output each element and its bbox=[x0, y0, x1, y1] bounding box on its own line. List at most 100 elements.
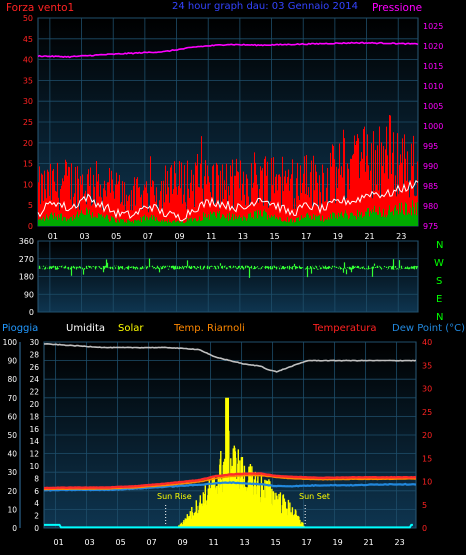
x-tick-label: 07 bbox=[143, 232, 153, 241]
temp-humidity-axes: 0102030405060708090100024681012141618202… bbox=[3, 338, 433, 547]
compass-letter-w: W bbox=[434, 258, 444, 269]
temp-riarnoli-label: Temp. Riarnoli bbox=[173, 323, 245, 334]
y-right-tick-label: 985 bbox=[423, 182, 438, 191]
x-tick-label: 01 bbox=[54, 538, 64, 547]
sun-rise-label: Sun Rise bbox=[157, 492, 192, 501]
y-direction-tick-label: 0 bbox=[29, 308, 34, 317]
y-humidity-tick-label: 60 bbox=[7, 412, 17, 421]
x-tick-label: 01 bbox=[48, 232, 58, 241]
y-temp-tick-label: 20 bbox=[422, 431, 432, 440]
y-temp-tick-label: 30 bbox=[422, 385, 432, 394]
humidity-label: Umidita bbox=[66, 323, 105, 334]
y-direction-tick-label: 270 bbox=[19, 255, 34, 264]
y-left-tick-label: 15 bbox=[23, 160, 33, 169]
x-tick-label: 21 bbox=[364, 232, 374, 241]
y-left-tick-label: 25 bbox=[23, 118, 33, 127]
wind-base-bars bbox=[38, 200, 418, 226]
y-right-tick-label: 995 bbox=[423, 142, 438, 151]
compass-letter-n-top: N bbox=[436, 240, 443, 251]
y-rain-tick-label: 0 bbox=[34, 524, 39, 533]
wind-average-line bbox=[37, 180, 419, 222]
temperature-line bbox=[44, 472, 417, 490]
y-rain-tick-label: 2 bbox=[34, 512, 39, 521]
y-rain-tick-label: 18 bbox=[29, 412, 39, 421]
x-tick-label: 15 bbox=[271, 538, 281, 547]
compass-letter-s: S bbox=[436, 276, 442, 287]
y-right-tick-label: 1000 bbox=[423, 122, 443, 131]
y-left-tick-label: 40 bbox=[23, 56, 33, 65]
y-left-tick-label: 10 bbox=[23, 180, 33, 189]
y-humidity-tick-label: 10 bbox=[7, 505, 17, 514]
y-temp-tick-label: 0 bbox=[422, 524, 427, 533]
wind-speed-label: Forza vento1 bbox=[6, 2, 74, 14]
y-rain-tick-label: 4 bbox=[34, 499, 39, 508]
y-temp-tick-label: 40 bbox=[422, 338, 432, 347]
wind-pressure-axes: 0510152025303540455097598098599099510001… bbox=[23, 14, 444, 241]
y-right-tick-label: 990 bbox=[423, 162, 438, 171]
y-humidity-tick-label: 80 bbox=[7, 375, 17, 384]
wind-direction-grid bbox=[38, 240, 418, 313]
x-tick-label: 13 bbox=[238, 232, 248, 241]
humidity-line bbox=[43, 342, 417, 373]
y-rain-tick-label: 26 bbox=[29, 363, 39, 372]
y-rain-tick-label: 24 bbox=[29, 375, 39, 384]
sun-set-label: Sun Set bbox=[299, 492, 330, 501]
y-left-tick-label: 5 bbox=[28, 201, 33, 210]
y-left-tick-label: 20 bbox=[23, 139, 33, 148]
rain-label: Pioggia bbox=[2, 323, 38, 334]
y-temp-tick-label: 10 bbox=[422, 478, 432, 487]
x-tick-label: 05 bbox=[111, 232, 121, 241]
solar-label: Solar bbox=[118, 323, 144, 334]
pressure-line bbox=[37, 41, 419, 59]
solar-radiation-area bbox=[175, 397, 307, 528]
y-humidity-tick-label: 90 bbox=[7, 357, 17, 366]
compass-letter-e: E bbox=[436, 294, 442, 305]
dew-point-label: Dew Point (°C) bbox=[392, 323, 465, 334]
temperature-label: Temperatura bbox=[312, 323, 377, 334]
y-humidity-tick-label: 70 bbox=[7, 394, 17, 403]
x-tick-label: 05 bbox=[116, 538, 126, 547]
y-humidity-tick-label: 40 bbox=[7, 450, 17, 459]
x-tick-label: 21 bbox=[364, 538, 374, 547]
y-rain-tick-label: 30 bbox=[29, 338, 39, 347]
x-tick-label: 19 bbox=[333, 232, 343, 241]
x-tick-label: 13 bbox=[240, 538, 250, 547]
y-left-tick-label: 45 bbox=[23, 35, 33, 44]
y-right-tick-label: 980 bbox=[423, 202, 438, 211]
y-right-tick-label: 1010 bbox=[423, 82, 443, 91]
y-right-tick-label: 1005 bbox=[423, 102, 443, 111]
y-right-tick-label: 1020 bbox=[423, 42, 443, 51]
x-tick-label: 09 bbox=[178, 538, 188, 547]
y-rain-tick-label: 14 bbox=[29, 437, 39, 446]
x-tick-label: 23 bbox=[396, 232, 406, 241]
y-left-tick-label: 35 bbox=[23, 76, 33, 85]
y-left-tick-label: 0 bbox=[28, 222, 33, 231]
x-tick-label: 17 bbox=[301, 232, 311, 241]
y-temp-tick-label: 15 bbox=[422, 454, 432, 463]
y-humidity-tick-label: 30 bbox=[7, 468, 17, 477]
rain-line bbox=[44, 523, 413, 529]
pressure-label: Pressione bbox=[372, 2, 422, 14]
y-rain-tick-label: 28 bbox=[29, 350, 39, 359]
y-rain-tick-label: 16 bbox=[29, 425, 39, 434]
x-tick-label: 17 bbox=[302, 538, 312, 547]
x-tick-label: 07 bbox=[147, 538, 157, 547]
x-tick-label: 03 bbox=[85, 538, 95, 547]
temp-riarnoli-line bbox=[43, 474, 417, 491]
y-right-tick-label: 1025 bbox=[423, 22, 443, 31]
compass-letter-n-bottom: N bbox=[436, 312, 443, 323]
y-right-tick-label: 1015 bbox=[423, 62, 443, 71]
x-tick-label: 23 bbox=[395, 538, 405, 547]
y-humidity-tick-label: 50 bbox=[7, 431, 17, 440]
y-left-tick-label: 30 bbox=[23, 97, 33, 106]
y-direction-tick-label: 360 bbox=[19, 237, 34, 246]
y-direction-tick-label: 180 bbox=[19, 273, 34, 282]
wind-direction-axes: 0 90 180 270 360 bbox=[19, 237, 34, 317]
x-tick-label: 19 bbox=[333, 538, 343, 547]
y-humidity-tick-label: 0 bbox=[12, 524, 17, 533]
y-temp-tick-label: 5 bbox=[422, 501, 427, 510]
x-tick-label: 15 bbox=[269, 232, 279, 241]
y-left-tick-label: 50 bbox=[23, 14, 33, 23]
